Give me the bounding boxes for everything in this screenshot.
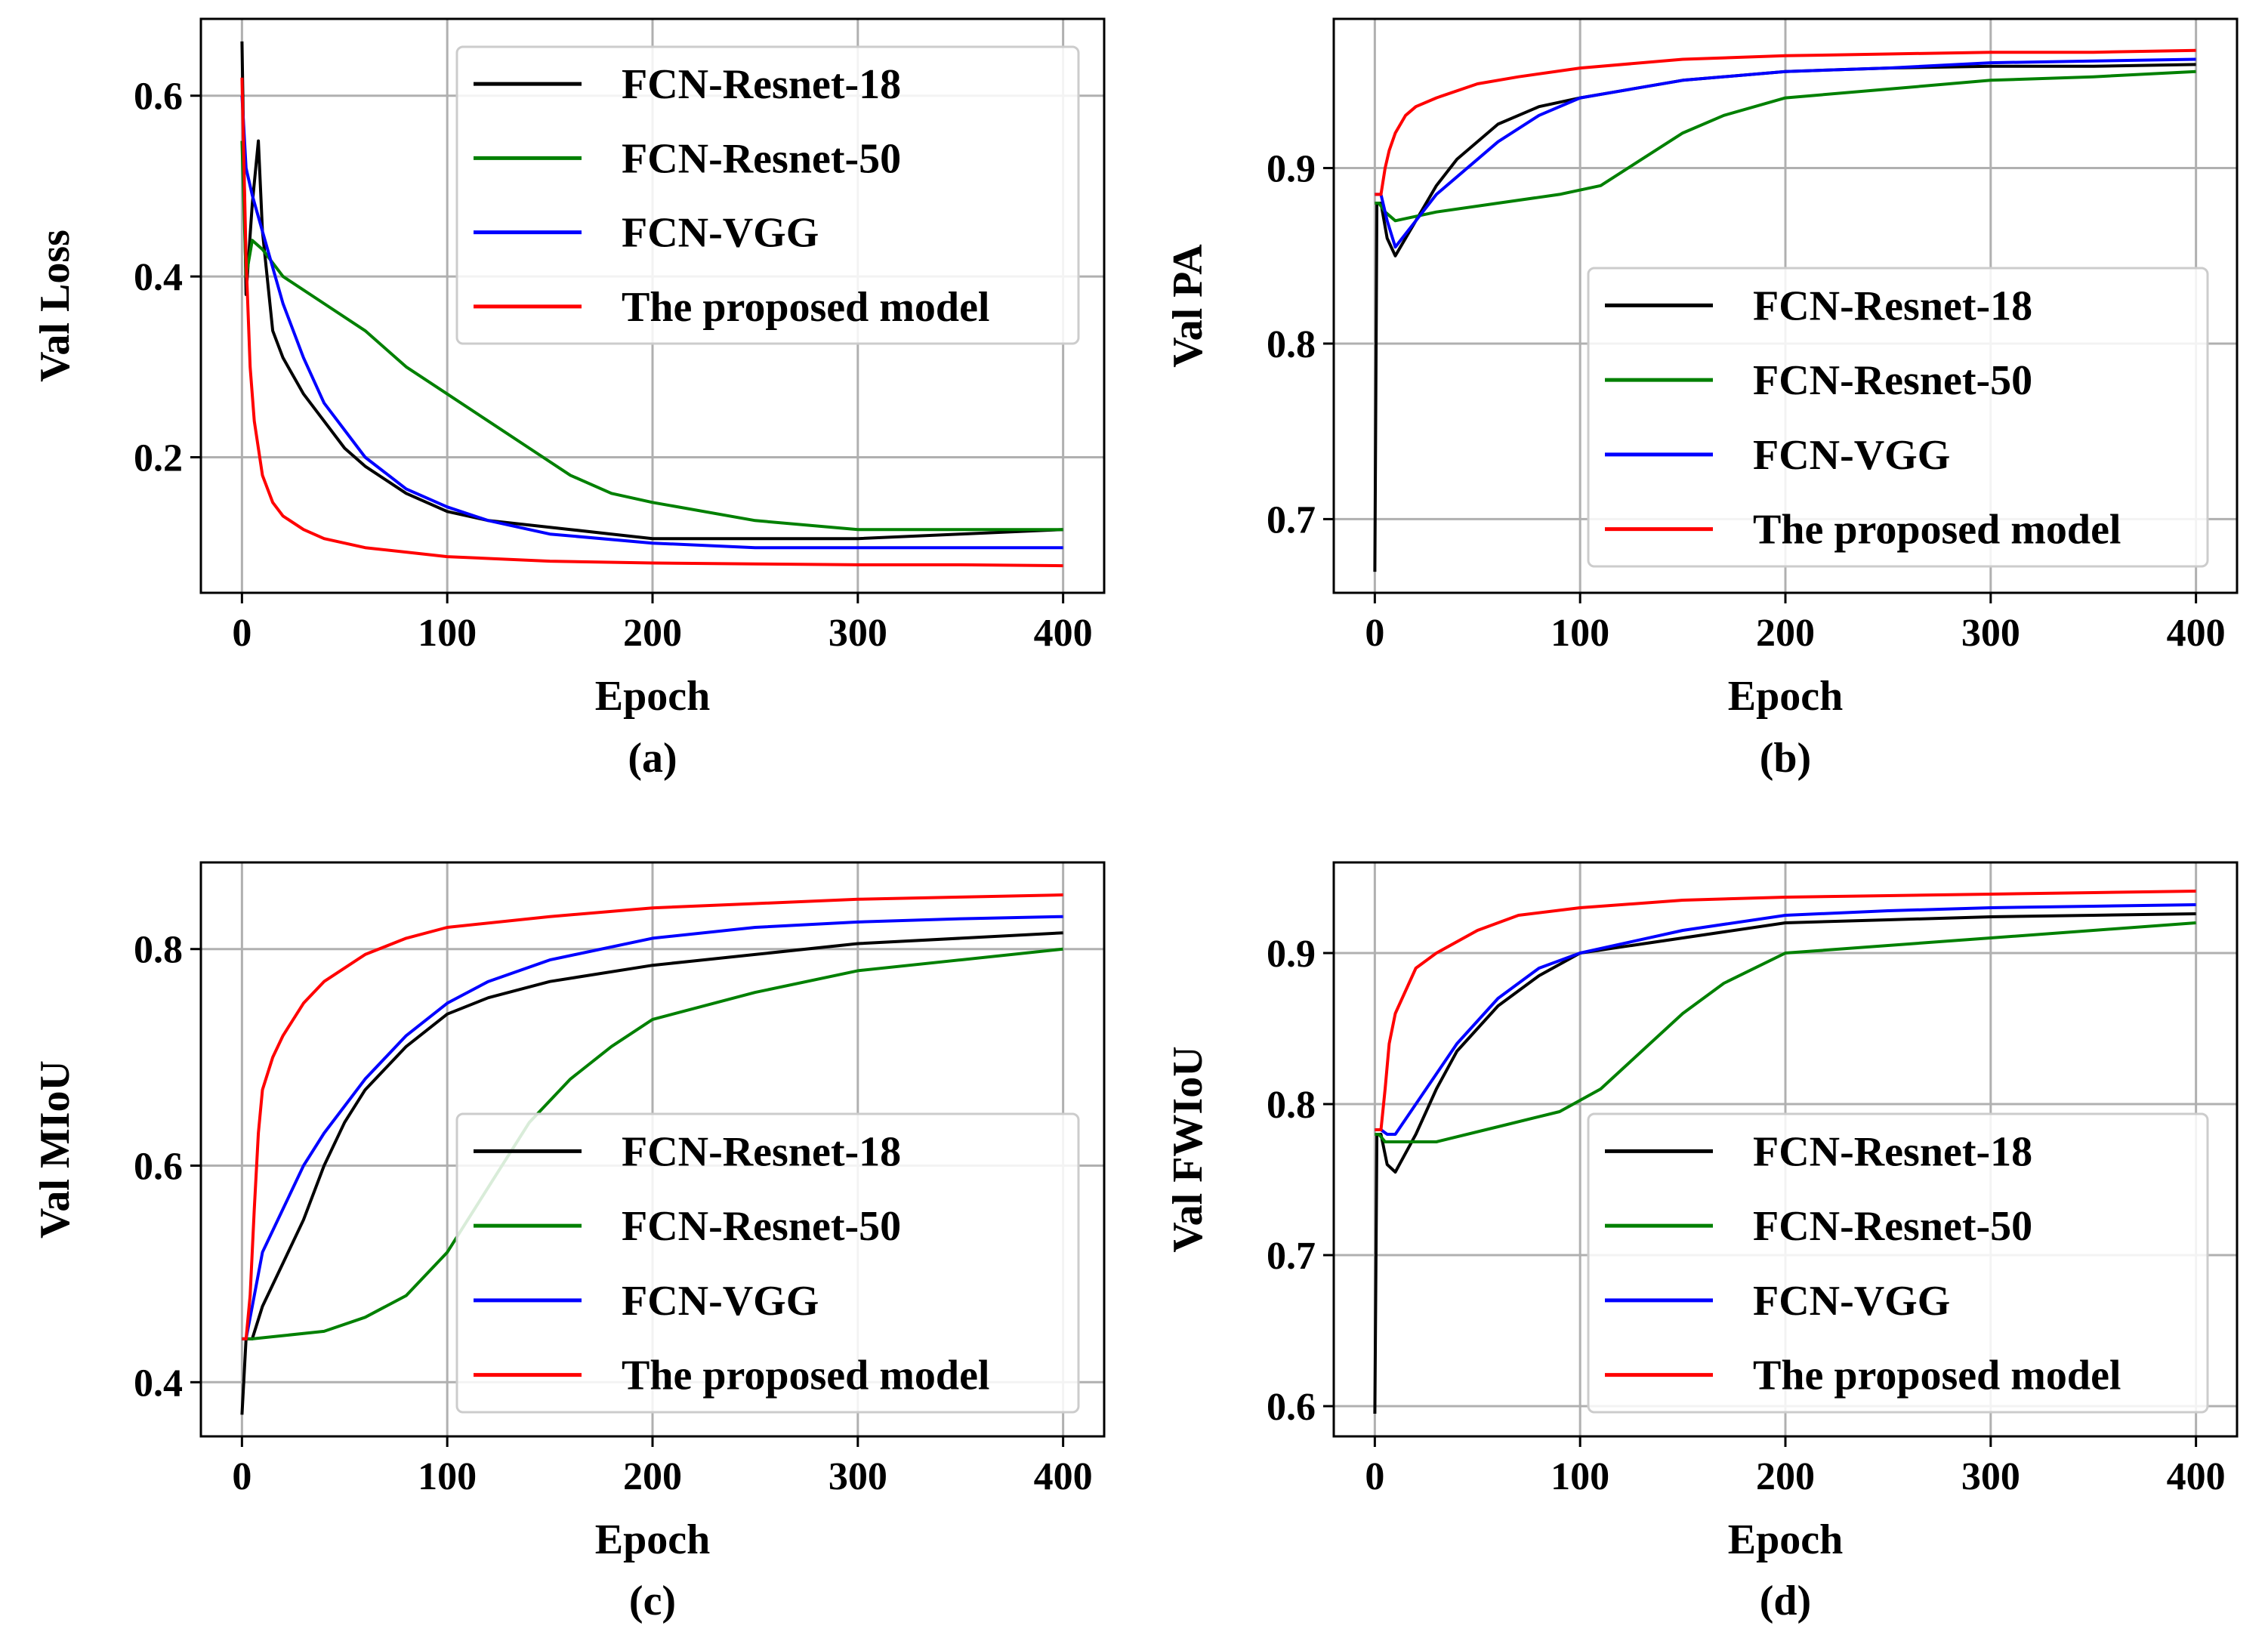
panel-a-series-the-proposed-model [240, 77, 1063, 568]
panel-b-xtick-label: 400 [2167, 612, 2226, 655]
panel-d-series-fcn-resnet-18 [1373, 912, 2196, 1414]
panel-d: (d) 0 100 200 300 400 0.6 0.7 0.8 0.9 Epoch Val FW… [1165, 861, 2239, 1624]
panel-b-ytick-label: 0.9 [1267, 148, 1316, 191]
panel-b-series-fcn-resnet-50 [1375, 69, 2196, 223]
panel-b-caption: (b) [1760, 735, 1811, 782]
panel-d-ylabel: Val FWIoU [1165, 1046, 1211, 1252]
panel-c: (c) 0 100 200 300 400 0.4 0.6 0.8 Epoch Val MIoU F… [32, 861, 1106, 1624]
panel-d-legend-label-fcn-vgg: FCN-VGG [1753, 1278, 1950, 1325]
panel-d-series-the-proposed-model [1375, 890, 2196, 1131]
panel-a-ytick-label: 0.2 [134, 436, 183, 480]
panel-b-ylabel: Val PA [1165, 244, 1211, 368]
panel-c-series-fcn-vgg [242, 915, 1063, 1340]
panel-d-ytick-label: 0.9 [1267, 933, 1316, 976]
panel-c-legend-label-fcn-resnet-50: FCN-Resnet-50 [622, 1203, 901, 1250]
panel-d-series-fcn-vgg [1375, 903, 2196, 1136]
panel-b-legend-label-fcn-resnet-50: FCN-Resnet-50 [1753, 357, 2032, 404]
panel-d-series-fcn-resnet-50 [1375, 921, 2196, 1143]
panel-a-ytick-label: 0.4 [134, 256, 183, 299]
panel-c-xlabel: Epoch [595, 1516, 711, 1563]
panel-b-legend-box [1587, 267, 2209, 568]
panel-c-xtick-label: 300 [829, 1455, 887, 1498]
panel-a-legend-label-fcn-vgg: FCN-VGG [622, 210, 819, 257]
panel-d-xtick-label: 200 [1756, 1455, 1815, 1498]
panel-d-ytick-label: 0.7 [1267, 1235, 1316, 1278]
panel-c-xtick-label: 200 [623, 1455, 682, 1498]
panel-b-xtick-label: 100 [1551, 612, 1609, 655]
panel-a-ylabel: Val Loss [32, 230, 79, 382]
panel-b-xtick-label: 300 [1961, 612, 2020, 655]
panel-b-series-fcn-vgg [1375, 57, 2196, 249]
panel-b: (b) 0 100 200 300 400 0.7 0.8 0.9 Epoch Val PA FCN… [1165, 17, 2239, 782]
panel-d-legend: FCN-Resnet-18 FCN-Resnet-50 FCN-VGG The pro… [1587, 1112, 2209, 1414]
panel-d-caption: (d) [1760, 1578, 1811, 1624]
panel-a-legend-label-fcn-resnet-18: FCN-Resnet-18 [622, 61, 901, 108]
panel-a-xtick-label: 300 [829, 612, 887, 655]
panel-c-ylabel: Val MIoU [32, 1060, 79, 1239]
panel-c-legend-box [455, 1112, 1080, 1414]
panel-b-xtick-label: 200 [1756, 612, 1815, 655]
panel-d-xtick-label: 100 [1551, 1455, 1609, 1498]
panel-c-legend-label-the-proposed-model: The proposed model [622, 1353, 989, 1399]
panel-b-legend-label-fcn-resnet-18: FCN-Resnet-18 [1753, 282, 2032, 329]
panel-b-legend-label-the-proposed-model: The proposed model [1753, 507, 2121, 554]
panel-d-legend-box [1587, 1112, 2209, 1414]
panel-a-caption: (a) [628, 735, 677, 782]
panel-a-legend-label-the-proposed-model: The proposed model [622, 284, 989, 331]
panel-a-series-fcn-resnet-18 [240, 41, 1063, 541]
panel-a-ytick-label: 0.6 [134, 76, 183, 119]
panel-c-xtick-label: 100 [418, 1455, 477, 1498]
panel-a-xtick-label: 400 [1034, 612, 1093, 655]
panel-c-legend-label-fcn-vgg: FCN-VGG [622, 1278, 819, 1325]
panel-c-ytick-label: 0.6 [134, 1146, 183, 1189]
panel-d-ytick-label: 0.6 [1267, 1386, 1316, 1429]
panel-c-series-fcn-resnet-18 [240, 931, 1063, 1415]
panel-a-legend: FCN-Resnet-18 FCN-Resnet-50 FCN-VGG The pro… [455, 45, 1080, 345]
panel-d-xtick-label: 0 [1365, 1455, 1384, 1498]
panel-c-ytick-label: 0.8 [134, 929, 183, 972]
panel-d-legend-label-the-proposed-model: The proposed model [1753, 1353, 2121, 1399]
panel-a-series-fcn-vgg [240, 95, 1063, 550]
panel-a-xtick-label: 200 [623, 612, 682, 655]
panel-b-legend: FCN-Resnet-18 FCN-Resnet-50 FCN-VGG The pro… [1587, 267, 2209, 568]
panel-a: (a) 0 100 200 300 400 0.2 0.4 0.6 Epoch Val Loss F… [32, 17, 1106, 782]
panel-b-series-the-proposed-model [1375, 48, 2196, 196]
panel-c-xtick-label: 0 [232, 1455, 251, 1498]
panel-a-series-fcn-resnet-50 [240, 140, 1063, 532]
panel-c-legend: FCN-Resnet-18 FCN-Resnet-50 FCN-VGG The pro… [455, 1112, 1080, 1414]
panel-b-legend-label-fcn-vgg: FCN-VGG [1753, 432, 1950, 479]
panel-d-xtick-label: 300 [1961, 1455, 2020, 1498]
panel-b-xlabel: Epoch [1728, 673, 1844, 720]
panel-d-legend-label-fcn-resnet-50: FCN-Resnet-50 [1753, 1203, 2032, 1250]
panel-a-xlabel: Epoch [595, 673, 711, 720]
panel-c-ytick-label: 0.4 [134, 1362, 183, 1405]
panel-a-legend-box [455, 45, 1080, 345]
panel-a-legend-label-fcn-resnet-50: FCN-Resnet-50 [622, 135, 901, 182]
panel-d-legend-label-fcn-resnet-18: FCN-Resnet-18 [1753, 1128, 2032, 1175]
panel-d-xtick-label: 400 [2167, 1455, 2226, 1498]
panel-d-xlabel: Epoch [1728, 1516, 1844, 1563]
panel-a-xtick-label: 0 [232, 612, 251, 655]
panel-c-legend-label-fcn-resnet-18: FCN-Resnet-18 [622, 1128, 901, 1175]
panel-b-ytick-label: 0.8 [1267, 323, 1316, 366]
panel-d-ytick-label: 0.8 [1267, 1084, 1316, 1127]
panel-b-ytick-label: 0.7 [1267, 498, 1316, 541]
panel-c-series-the-proposed-model [242, 893, 1063, 1340]
panel-b-xtick-label: 0 [1365, 612, 1384, 655]
panel-a-xtick-label: 100 [418, 612, 477, 655]
panel-c-caption: (c) [629, 1578, 676, 1624]
panel-c-xtick-label: 400 [1034, 1455, 1093, 1498]
